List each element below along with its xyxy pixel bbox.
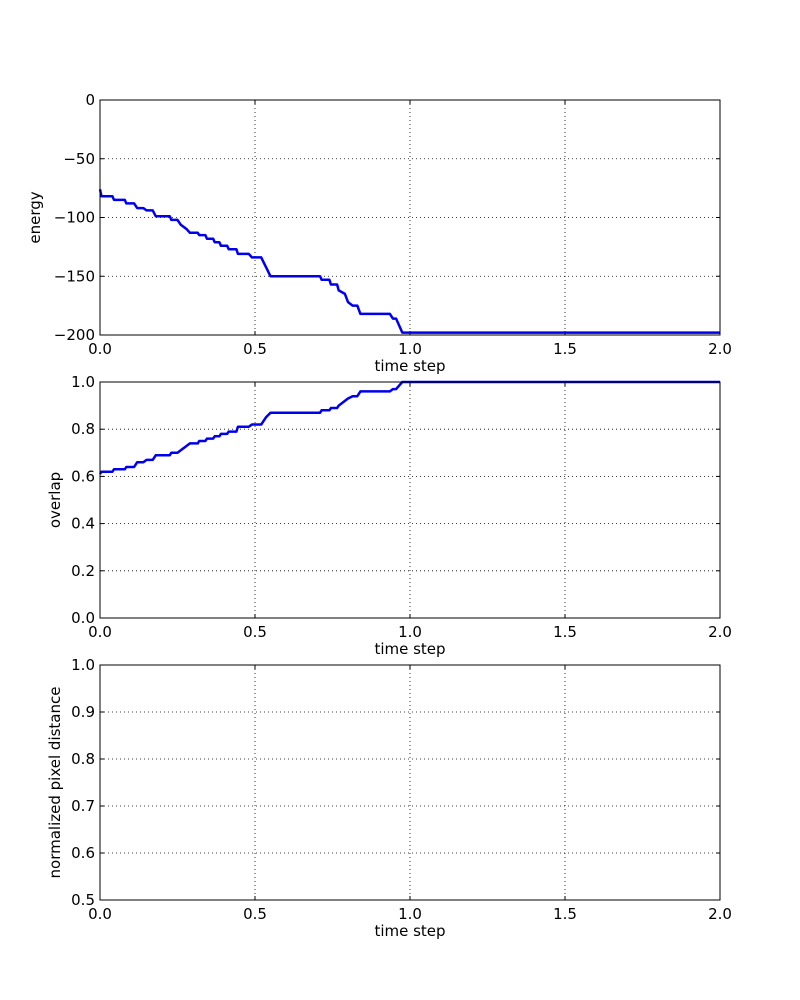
y-tick-label: −50: [63, 150, 95, 168]
x-axis-label: time step: [374, 640, 445, 658]
chart-panel-1: 0.0 0.5 1.0 1.5 2.0 0 −50 −100 −150 −200 time step…: [26, 91, 732, 375]
y-tick-label: 0: [85, 91, 95, 109]
y-axis-label: energy: [26, 191, 44, 243]
y-axis-label: normalized pixel distance: [46, 687, 64, 879]
x-axis-label: time step: [374, 357, 445, 375]
x-tick-label: 1.5: [553, 905, 577, 923]
x-axis-label: time step: [374, 922, 445, 940]
x-tick-label: 0.0: [88, 340, 112, 358]
x-tick-label: 2.0: [708, 340, 732, 358]
y-tick-label: −100: [54, 209, 95, 227]
y-tick-label: 1.0: [71, 656, 95, 674]
x-tick-label: 1.5: [553, 340, 577, 358]
y-tick-label: 0.9: [71, 703, 95, 721]
y-axis-label: overlap: [46, 472, 64, 528]
y-tick-label: 1.0: [71, 373, 95, 391]
y-tick-label: 0.5: [71, 891, 95, 909]
x-tick-label: 0.0: [88, 905, 112, 923]
y-tick-label: −200: [54, 326, 95, 344]
y-tick-label: 0.4: [71, 515, 95, 533]
x-tick-label: 0.5: [243, 340, 267, 358]
y-tick-label: 0.2: [71, 562, 95, 580]
y-tick-label: 0.0: [71, 609, 95, 627]
plot-frame: [99, 664, 721, 901]
x-tick-label: 0.0: [88, 623, 112, 641]
y-tick-label: 0.8: [71, 420, 95, 438]
x-tick-label: 0.5: [243, 905, 267, 923]
x-tick-label: 0.5: [243, 623, 267, 641]
x-tick-label: 1.0: [398, 340, 422, 358]
series-line: [98, 189, 720, 334]
plot-frame: [99, 381, 721, 619]
x-tick-label: 1.0: [398, 623, 422, 641]
x-tick-label: 2.0: [708, 905, 732, 923]
x-tick-label: 2.0: [708, 623, 732, 641]
y-tick-label: 0.6: [71, 467, 95, 485]
y-tick-label: 0.8: [71, 750, 95, 768]
y-tick-label: −150: [54, 267, 95, 285]
plot-frame: [99, 99, 721, 336]
y-tick-label: 0.6: [71, 844, 95, 862]
y-tick-label: 0.7: [71, 797, 95, 815]
x-tick-label: 1.5: [553, 623, 577, 641]
series-line: [98, 380, 720, 475]
x-tick-label: 1.0: [398, 905, 422, 923]
